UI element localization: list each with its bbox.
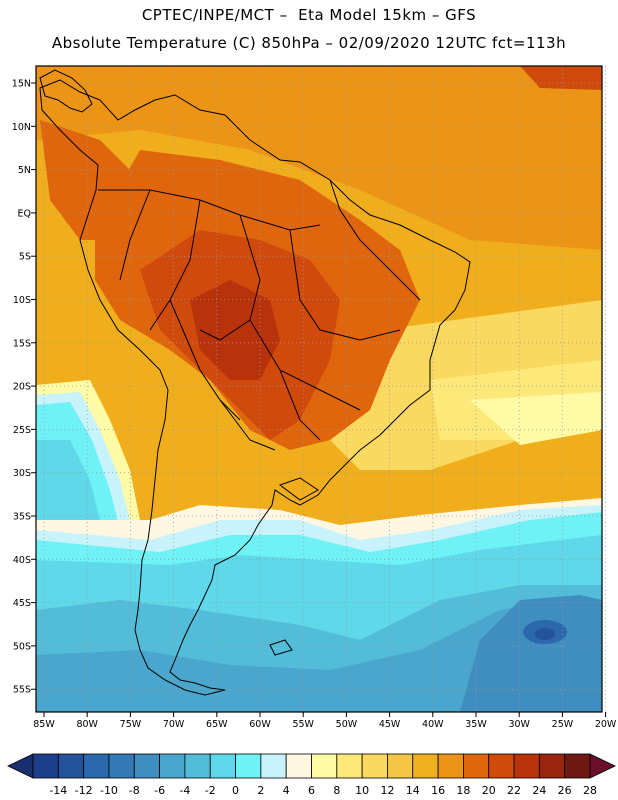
lat-label: 45S xyxy=(13,598,31,609)
field-blue-deep xyxy=(460,595,602,712)
colorbar-min-arrow xyxy=(7,753,34,779)
lon-label: 35W xyxy=(465,719,487,730)
lon-label: 85W xyxy=(33,719,55,730)
colorbar-label: -2 xyxy=(205,784,216,797)
country-borders xyxy=(98,179,421,451)
colorbar-label: 20 xyxy=(482,784,496,797)
colorbar-swatch xyxy=(83,753,110,779)
lat-label: 5N xyxy=(18,165,31,176)
field-blue xyxy=(36,600,602,712)
colorbar-swatch xyxy=(57,753,85,779)
colorbar-swatch xyxy=(463,753,490,779)
uruguay-lake xyxy=(278,477,319,501)
colorbar-label: 0 xyxy=(232,784,239,797)
colorbar: -14 -12 -10 -8 -6 -4 -2 0 2 4 6 8 10 12 14 16 18 20 22 24 26… xyxy=(7,753,616,797)
colorbar-swatch xyxy=(513,753,540,779)
colorbar-swatch xyxy=(311,753,338,779)
lat-label: 35S xyxy=(13,512,31,523)
colorbar-swatch xyxy=(209,753,236,779)
colorbar-label: -14 xyxy=(49,784,67,797)
colorbar-label: -6 xyxy=(154,784,165,797)
lon-label: 30W xyxy=(508,719,530,730)
temperature-field xyxy=(36,66,602,712)
field-ne-hot xyxy=(520,66,602,90)
map-title: CPTEC/INPE/MCT – Eta Model 15km – GFS xyxy=(141,6,477,24)
colorbar-swatch xyxy=(235,753,262,779)
colorbar-swatch xyxy=(133,753,160,779)
lat-label: 15N xyxy=(12,79,31,90)
lon-label: 25W xyxy=(552,719,574,730)
lon-label: 45W xyxy=(379,719,401,730)
lat-label: 25S xyxy=(13,425,31,436)
lon-label: 70W xyxy=(163,719,185,730)
latitude-axis: 15N 10N 5N EQ 5S 10S 15S 20S 25S 30S 35S 40S 45S 50S 5… xyxy=(12,79,36,696)
lon-label: 50W xyxy=(336,719,358,730)
colorbar-swatch xyxy=(260,753,287,779)
field-pale-yellow xyxy=(470,392,602,445)
lon-label: 80W xyxy=(76,719,98,730)
lat-label: 30S xyxy=(13,468,31,479)
colorbar-swatch xyxy=(32,753,59,779)
colorbar-label: -4 xyxy=(179,784,190,797)
colorbar-swatch xyxy=(336,753,363,779)
longitude-axis: 85W 80W 75W 70W 65W 60W 55W 50W 45W 40W 35W 30W 25W 2… xyxy=(33,712,617,730)
field-north-land xyxy=(40,120,140,240)
falkland-islands xyxy=(269,639,293,656)
colorbar-swatch xyxy=(285,753,312,779)
colorbar-swatch xyxy=(412,753,439,779)
colorbar-label: 8 xyxy=(333,784,340,797)
colorbar-label: 2 xyxy=(257,784,264,797)
lat-label: 55S xyxy=(13,685,31,696)
central-america-coast xyxy=(39,69,93,113)
colorbar-label: 16 xyxy=(431,784,445,797)
lat-label: 40S xyxy=(13,555,31,566)
lon-label: 75W xyxy=(120,719,142,730)
colorbar-label: 10 xyxy=(355,784,369,797)
colorbar-swatch xyxy=(538,753,566,779)
colorbar-label: 26 xyxy=(558,784,572,797)
field-pacific-cyan2 xyxy=(36,440,100,530)
map-frame xyxy=(35,65,603,713)
lon-label: 55W xyxy=(292,719,314,730)
coastlines xyxy=(39,69,471,696)
lon-label: 60W xyxy=(249,719,271,730)
lat-label: 10S xyxy=(13,295,31,306)
colorbar-label: -12 xyxy=(75,784,93,797)
colorbar-label: 22 xyxy=(507,784,521,797)
map-subtitle: Absolute Temperature (C) 850hPa – 02/09/… xyxy=(51,34,567,52)
colorbar-label: 4 xyxy=(283,784,290,797)
colorbar-swatch xyxy=(361,753,388,779)
colorbar-swatch xyxy=(437,753,464,779)
colorbar-swatch xyxy=(564,753,591,779)
colorbar-label: -10 xyxy=(100,784,118,797)
colorbar-swatch xyxy=(159,753,186,779)
field-warm-north xyxy=(36,66,602,250)
lat-label: 15S xyxy=(13,338,31,349)
colorbar-label: 28 xyxy=(583,784,597,797)
colorbar-swatch xyxy=(488,753,515,779)
colorbar-label: 6 xyxy=(308,784,315,797)
colorbar-label: 14 xyxy=(406,784,420,797)
colorbar-label: 12 xyxy=(380,784,394,797)
lon-label: 20W xyxy=(595,719,617,730)
lat-label: 10N xyxy=(12,122,31,133)
lat-label: EQ xyxy=(18,208,31,219)
lat-label: 5S xyxy=(19,252,31,263)
colorbar-swatch xyxy=(387,753,414,779)
colorbar-swatch xyxy=(184,753,211,779)
colorbar-label: 18 xyxy=(456,784,470,797)
lon-label: 65W xyxy=(206,719,228,730)
colorbar-max-arrow xyxy=(589,753,616,779)
lon-label: 40W xyxy=(422,719,444,730)
lat-label: 50S xyxy=(13,641,31,652)
colorbar-label: 24 xyxy=(532,784,546,797)
field-cold-core-inner xyxy=(535,628,555,640)
lat-label: 20S xyxy=(13,382,31,393)
colorbar-label: -8 xyxy=(129,784,140,797)
colorbar-swatch xyxy=(108,753,135,779)
